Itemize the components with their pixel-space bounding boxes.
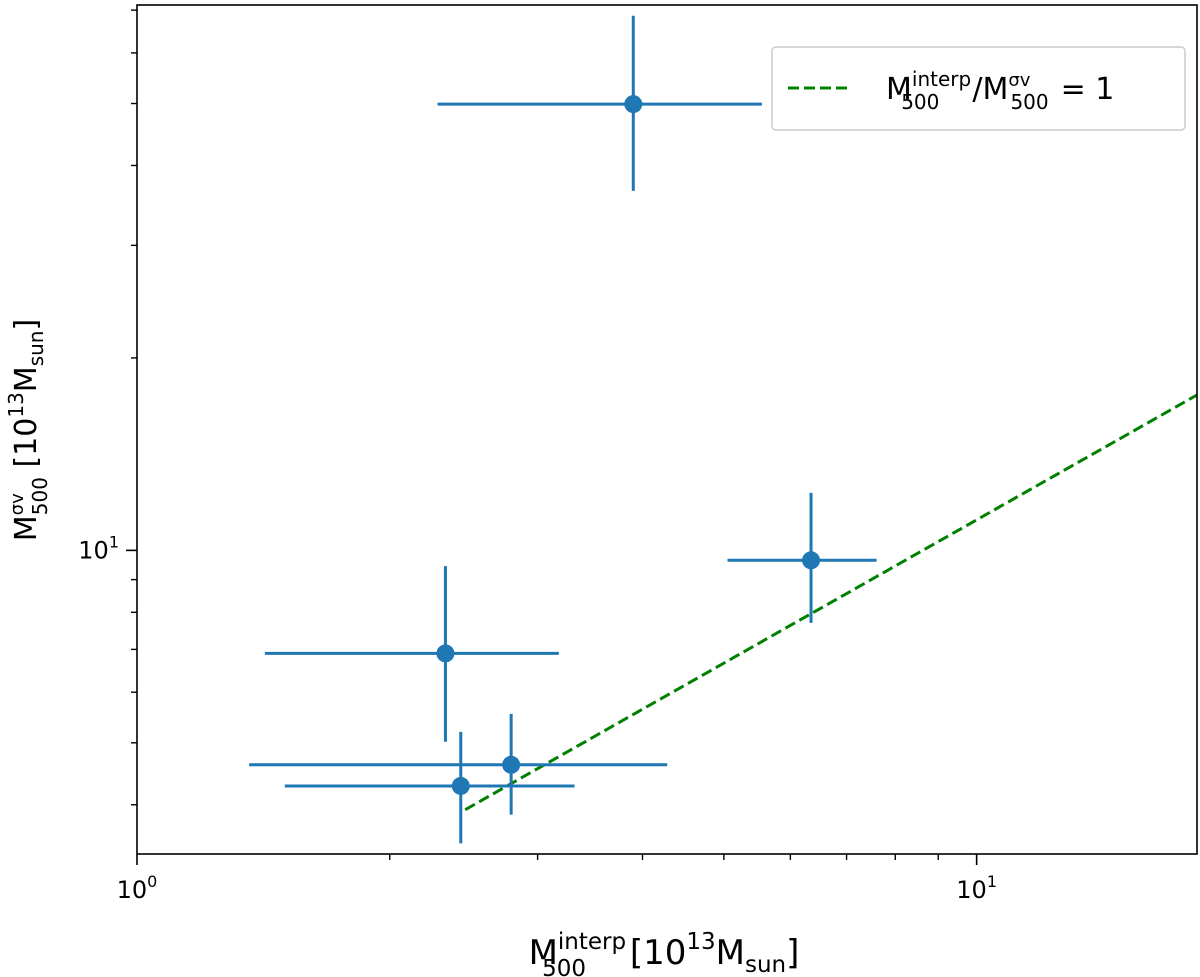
y-label-unit-sub: sun xyxy=(24,331,48,367)
data-point-group xyxy=(437,15,762,191)
y-label-unit-m: M xyxy=(9,366,44,392)
x-label-unit-open: [10 xyxy=(619,933,686,973)
data-point xyxy=(502,755,521,774)
data-point-group xyxy=(264,566,559,742)
legend-rhs: = 1 xyxy=(1061,72,1115,107)
y-axis-label: Mσv500 [1013Msun] xyxy=(4,319,52,541)
legend-sub2: 500 xyxy=(1010,90,1048,114)
legend-sup2: σv xyxy=(1008,70,1030,91)
y-tick-base: 10 xyxy=(78,536,109,564)
y-label-main: M xyxy=(9,515,44,541)
x-label-sup: interp xyxy=(558,929,626,955)
plot-frame xyxy=(136,4,1198,855)
data-point-group xyxy=(284,731,575,844)
legend-box xyxy=(771,46,1186,131)
x-tick-exp: 1 xyxy=(987,872,997,891)
y-tick-label: 101 xyxy=(78,532,119,564)
legend-sub1: 500 xyxy=(901,90,939,114)
y-label-sup: σv xyxy=(7,493,28,515)
data-point xyxy=(802,551,821,570)
y-label-unit-close: ] xyxy=(9,319,44,331)
plot-area xyxy=(249,15,1198,844)
data-point xyxy=(624,95,643,114)
legend-m1: M xyxy=(886,72,912,107)
x-axis-label: Minterp 500 [1013Msun] xyxy=(529,929,800,977)
x-tick-base: 10 xyxy=(117,876,148,904)
legend-slash: / xyxy=(972,72,983,107)
x-label-unit-exp: 13 xyxy=(686,929,715,955)
y-label-unit-exp: 13 xyxy=(4,392,28,417)
x-label-unit-sub: sun xyxy=(745,952,786,977)
x-label-main: M xyxy=(529,933,558,973)
x-tick-label: 101 xyxy=(956,872,997,904)
data-point-group xyxy=(727,492,877,623)
data-point-group xyxy=(249,713,668,815)
legend-sup1: interp xyxy=(912,67,971,91)
x-label-sub: 500 xyxy=(542,956,586,977)
x-label-unit-m: M xyxy=(716,933,745,973)
reference-line xyxy=(464,393,1198,811)
x-label-unit-close: ] xyxy=(786,933,799,973)
y-label-sub: 500 xyxy=(28,477,52,515)
x-tick-base: 10 xyxy=(956,876,987,904)
legend-label: Minterp 500/Mσv 500 = 1 xyxy=(886,67,1114,114)
legend-m2: M xyxy=(982,72,1008,107)
data-point xyxy=(436,644,455,663)
y-tick-exp: 1 xyxy=(109,532,119,551)
legend: Minterp 500/Mσv 500 = 1 xyxy=(771,46,1186,131)
x-tick-exp: 0 xyxy=(147,872,157,891)
x-tick-label: 100 xyxy=(117,872,158,904)
data-point xyxy=(451,776,470,795)
y-label-unit-open: [10 xyxy=(9,418,44,477)
